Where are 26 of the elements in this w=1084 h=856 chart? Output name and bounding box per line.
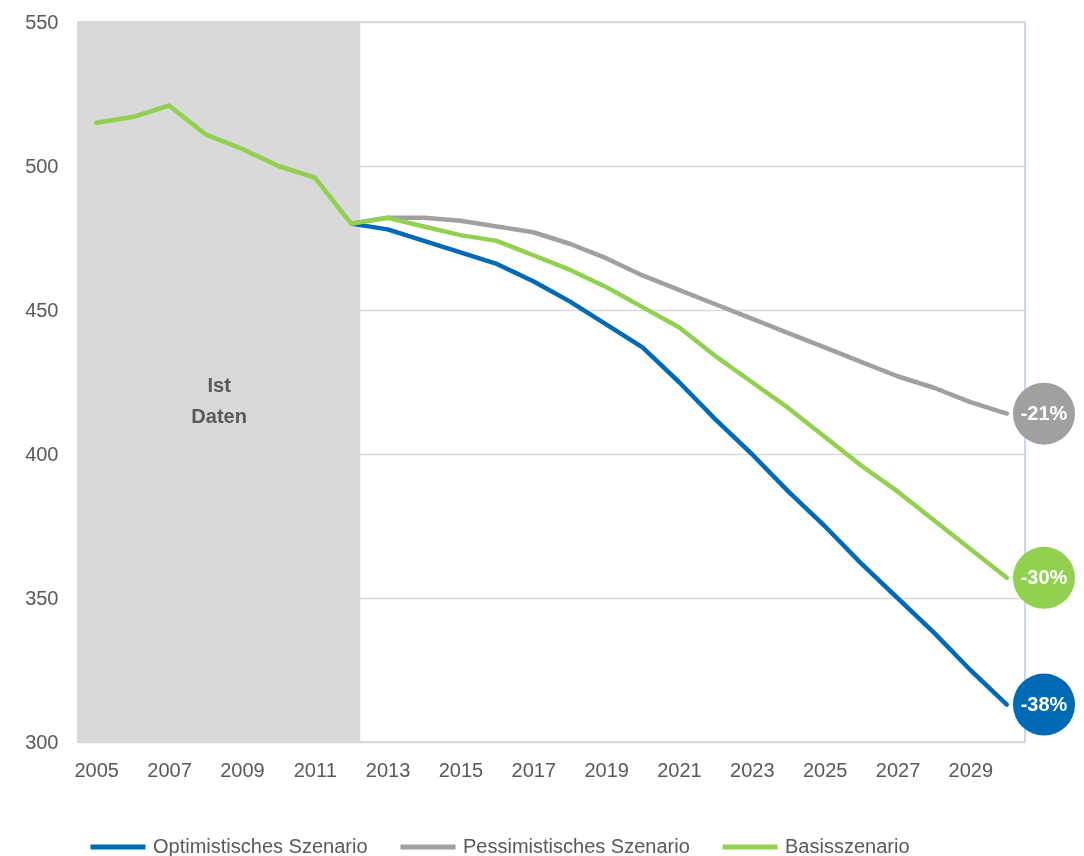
x-tick-label: 2027 <box>875 758 921 781</box>
annotation: -30% <box>1020 565 1068 588</box>
y-tick-label: 550 <box>25 10 59 33</box>
x-tick-label: 2029 <box>948 758 994 781</box>
x-tick-label: 2007 <box>147 758 192 781</box>
y-tick-label: 450 <box>25 298 59 321</box>
line-series <box>93 103 1010 581</box>
x-tick-label: 2015 <box>438 758 484 781</box>
annotation: -38% <box>1020 692 1068 715</box>
annotation: -21% <box>1020 401 1068 424</box>
x-tick-label: 2023 <box>730 758 775 781</box>
y-tick-label: 300 <box>25 730 59 753</box>
x-tick-label: 2021 <box>657 758 702 781</box>
x-tick-label: 2005 <box>74 758 119 781</box>
y-tick-label: 500 <box>25 154 59 177</box>
y-tick-label: 350 <box>25 586 59 609</box>
x-tick-label: 2025 <box>802 758 848 781</box>
band-label: Ist Daten <box>191 373 247 427</box>
x-tick-label: 2017 <box>511 758 557 781</box>
x-tick-label: 2013 <box>365 758 411 781</box>
x-tick-label: 2019 <box>584 758 629 781</box>
y-tick-label: 400 <box>25 442 59 465</box>
legend-label: Basisszenario <box>785 835 910 856</box>
legend-label: Pessimistisches Szenario <box>463 835 690 856</box>
x-tick-label: 2011 <box>293 758 337 781</box>
x-tick-label: 2009 <box>220 758 265 781</box>
